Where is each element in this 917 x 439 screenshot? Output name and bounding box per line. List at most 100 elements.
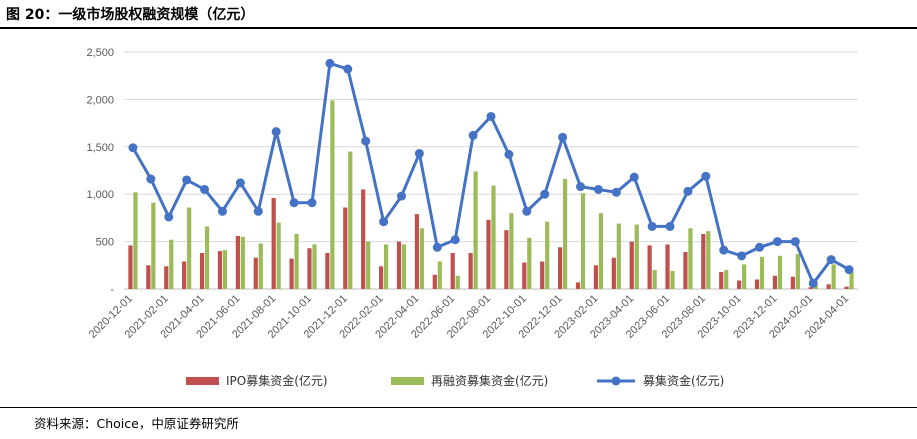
source-divider [0, 407, 917, 408]
source-note: 资料来源：Choice，中原证券研究所 [34, 416, 239, 431]
total-point [665, 221, 675, 231]
total-point [808, 278, 818, 288]
ipo-bar [253, 257, 258, 289]
refinance-bar [330, 100, 335, 289]
total-point [719, 245, 729, 255]
total-point [379, 217, 389, 227]
refinance-bar [688, 228, 693, 289]
ipo-bar [361, 189, 366, 289]
total-point [164, 212, 174, 222]
total-point [558, 132, 568, 142]
total-point [289, 198, 299, 208]
ipo-bar [414, 214, 419, 289]
refinance-bar [258, 243, 263, 289]
refinance-bar [473, 171, 478, 289]
refinance-bar [312, 244, 317, 289]
refinance-bar [777, 255, 783, 289]
ipo-bar [701, 234, 706, 289]
y-tick-label: 2,000 [86, 94, 114, 106]
y-tick-label: 1,000 [86, 189, 114, 201]
total-point [683, 186, 693, 196]
total-point [200, 184, 210, 194]
refinance-bar [795, 253, 800, 289]
total-point [576, 182, 586, 192]
ipo-bar [128, 245, 133, 289]
refinance-bar [222, 250, 228, 289]
total-point [701, 171, 711, 181]
refinance-bar [133, 192, 138, 289]
title-divider [0, 27, 917, 29]
total-point [361, 136, 371, 146]
total-point [217, 206, 227, 216]
legend-refinance-text: 再融资募集资金(亿元) [431, 373, 548, 388]
ipo-bar [289, 258, 294, 289]
legend-total-text: 募集资金(亿元) [643, 373, 724, 388]
ipo-bar [504, 230, 509, 289]
total-point [790, 237, 800, 247]
total-point [522, 206, 532, 216]
legend-total-marker [611, 376, 621, 386]
refinance-bar [240, 236, 245, 289]
y-tick-label: 500 [96, 237, 114, 249]
ipo-bar [378, 266, 384, 289]
refinance-bar [759, 256, 765, 289]
refinance-bar [437, 261, 442, 289]
ipo-bar [790, 276, 795, 289]
refinance-bar [670, 270, 675, 289]
total-point [307, 198, 317, 208]
refinance-bar [419, 228, 424, 289]
total-point [253, 206, 263, 216]
ipo-bar [235, 235, 240, 289]
refinance-bar [580, 193, 586, 289]
total-point [271, 127, 281, 137]
total-point [593, 184, 603, 194]
total-line [131, 61, 850, 285]
total-point [647, 221, 657, 231]
refinance-bar [401, 244, 407, 289]
refinance-bar [366, 241, 371, 289]
total-point [396, 191, 406, 201]
refinance-bar [598, 213, 604, 289]
ipo-bar [522, 262, 527, 289]
line-series [128, 58, 854, 288]
total-point [772, 237, 782, 247]
total-point [343, 64, 353, 74]
total-point [755, 242, 765, 252]
refinance-bar [204, 226, 210, 289]
refinance-bar [455, 275, 460, 289]
total-point [486, 111, 496, 121]
ipo-bar [611, 257, 616, 289]
bar-series [128, 100, 854, 289]
total-point [182, 175, 192, 185]
ipo-bar [808, 287, 813, 289]
ipo-bar [271, 197, 276, 289]
total-point [737, 251, 747, 261]
ipo-bar [432, 274, 437, 289]
legend-refinance-swatch [391, 377, 424, 385]
ipo-bar [540, 261, 545, 289]
ipo-bar [665, 244, 670, 289]
ipo-bar [558, 247, 563, 289]
x-axis: 2020-12-012021-02-012021-04-012021-06-01… [87, 293, 851, 341]
refinance-bar [724, 270, 729, 289]
ipo-bar [468, 252, 473, 289]
ipo-bar [450, 252, 455, 289]
refinance-bar [276, 222, 281, 289]
y-tick-label: 2,500 [86, 47, 114, 59]
ipo-bar [164, 266, 169, 289]
ipo-bar [486, 219, 491, 289]
figure-title: 图 20：一级市场股权融资规模（亿元） [6, 7, 255, 23]
total-point [414, 148, 424, 158]
ipo-bar [307, 248, 312, 289]
total-point [146, 174, 156, 184]
ipo-bar [146, 265, 151, 289]
refinance-bar [348, 151, 353, 289]
legend-ipo-swatch [186, 377, 219, 385]
refinance-bar [742, 264, 747, 289]
legend-ipo-text: IPO募集资金(亿元) [226, 373, 328, 388]
refinance-bar [527, 237, 532, 289]
refinance-bar [831, 264, 836, 289]
ipo-bar [772, 275, 778, 289]
refinance-bar [813, 285, 818, 289]
ipo-bar [343, 207, 348, 289]
